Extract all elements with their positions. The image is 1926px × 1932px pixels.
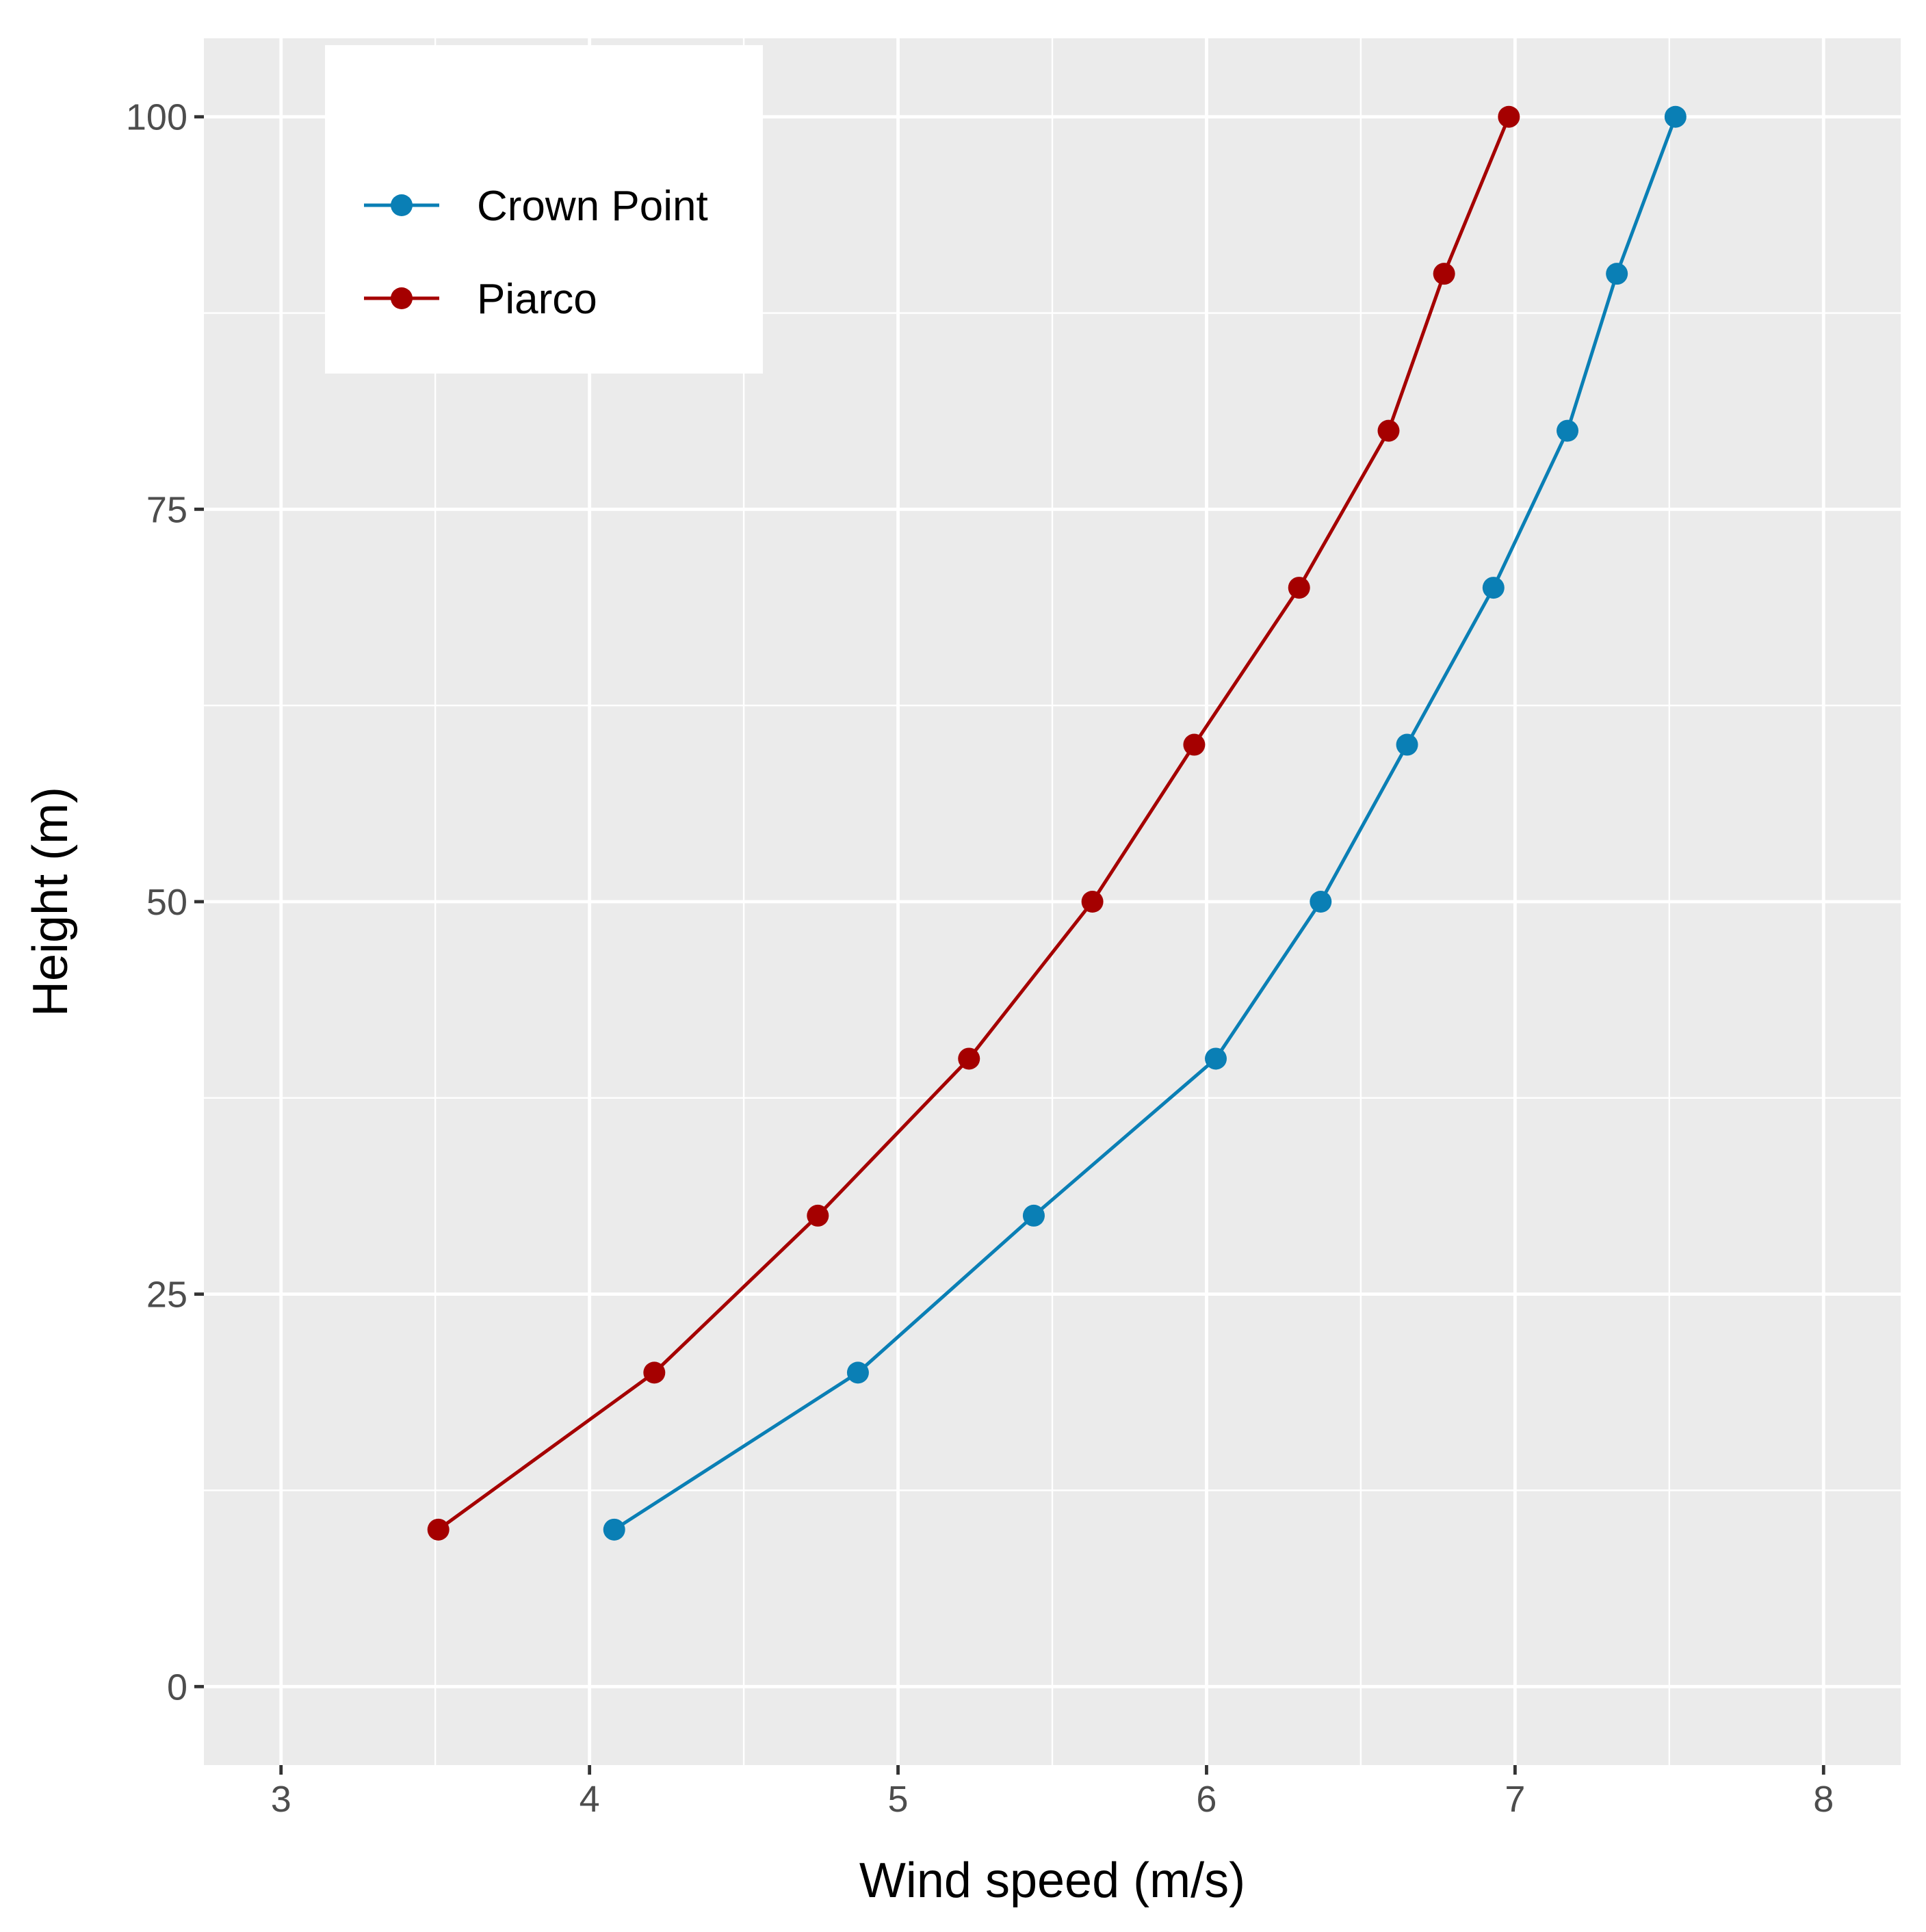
series-point — [427, 1518, 450, 1541]
series-point — [846, 1361, 869, 1384]
series-line — [613, 116, 1678, 1531]
x-axis-title: Wind speed (m/s) — [859, 1853, 1245, 1908]
y-tick-label: 100 — [126, 97, 187, 138]
y-axis-title: Height (m) — [23, 787, 78, 1017]
legend-entry: Piarco — [364, 276, 597, 323]
series-point — [1081, 891, 1104, 913]
y-axis: 0 25 50 75 100 — [126, 97, 204, 1708]
series-group — [427, 105, 1520, 1541]
series-point — [1183, 733, 1206, 756]
legend-label: Crown Point — [477, 183, 708, 230]
y-tick-label: 0 — [167, 1667, 187, 1708]
legend-key-point — [391, 287, 413, 309]
series-point — [958, 1047, 980, 1070]
legend: Crown Point Piarco — [325, 45, 763, 374]
series-point — [1433, 263, 1455, 285]
series-layer — [427, 105, 1687, 1541]
series-point — [1288, 577, 1310, 599]
legend-key-point — [391, 194, 413, 216]
series-line — [437, 116, 1511, 1531]
series-point — [603, 1518, 625, 1541]
series-point — [1310, 891, 1332, 913]
x-tick-label: 7 — [1505, 1779, 1525, 1820]
series-point — [1377, 419, 1400, 442]
y-tick-label: 50 — [146, 882, 187, 923]
series-point — [1606, 263, 1628, 285]
series-point — [1557, 419, 1579, 442]
series-point — [1664, 105, 1687, 128]
series-point — [1022, 1204, 1045, 1227]
grid-major — [204, 38, 1901, 1765]
y-tick-label: 75 — [146, 489, 187, 530]
series-point — [1396, 733, 1418, 756]
y-tick-label: 25 — [146, 1275, 187, 1316]
x-tick-label: 5 — [888, 1779, 909, 1820]
series-point — [807, 1204, 829, 1227]
series-point — [1498, 105, 1520, 128]
x-tick-label: 8 — [1813, 1779, 1834, 1820]
x-axis: 3 4 5 6 7 8 — [271, 1765, 1834, 1820]
series-point — [1482, 577, 1505, 599]
series-point — [643, 1361, 666, 1384]
x-tick-label: 6 — [1196, 1779, 1216, 1820]
legend-entry: Crown Point — [364, 183, 708, 230]
x-tick-label: 4 — [580, 1779, 600, 1820]
series-point — [1204, 1047, 1227, 1070]
series-group — [603, 105, 1687, 1541]
x-tick-label: 3 — [271, 1779, 291, 1820]
legend-label: Piarco — [477, 276, 597, 323]
